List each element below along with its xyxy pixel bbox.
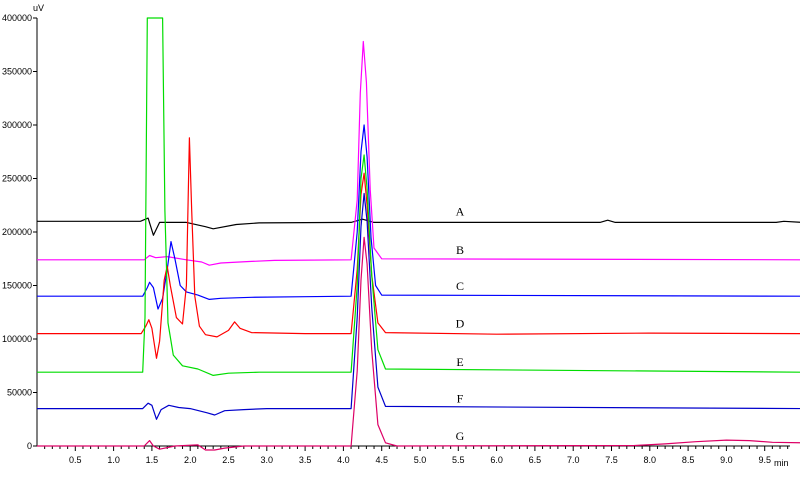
trace-label-f: F bbox=[457, 392, 464, 406]
y-tick-label: 400000 bbox=[2, 13, 32, 23]
x-tick-label: 3.0 bbox=[261, 455, 274, 465]
y-tick-label: 300000 bbox=[2, 120, 32, 130]
y-tick-label: 250000 bbox=[2, 174, 32, 184]
trace-label-g: G bbox=[456, 429, 465, 443]
y-tick-label: 50000 bbox=[7, 388, 32, 398]
x-tick-label: 5.5 bbox=[452, 455, 465, 465]
y-tick-label: 0 bbox=[27, 441, 32, 451]
x-axis-ticks: 0.5 1.0 1.5 2.0 2.5 3.0 3.5 4.0 4.5 5.0 5.5 6.0 6.5 7… bbox=[44, 446, 789, 465]
trace-line-a bbox=[37, 217, 800, 236]
trace-line-f bbox=[37, 192, 800, 420]
x-tick-label: 9.0 bbox=[720, 455, 733, 465]
trace-label-d: D bbox=[456, 317, 465, 331]
x-tick-label: 8.5 bbox=[682, 455, 695, 465]
x-tick-label: 2.5 bbox=[222, 455, 235, 465]
x-tick-label: 1.5 bbox=[146, 455, 159, 465]
trace-label-e: E bbox=[456, 355, 463, 369]
x-tick-label: 6.5 bbox=[529, 455, 542, 465]
x-tick-label: 4.5 bbox=[375, 455, 388, 465]
x-tick-label: 7.5 bbox=[605, 455, 618, 465]
x-tick-label: 2.0 bbox=[184, 455, 197, 465]
x-tick-label: 0.5 bbox=[69, 455, 82, 465]
plot-frame bbox=[36, 18, 790, 447]
trace-label-c: C bbox=[456, 279, 464, 293]
y-tick-label: 150000 bbox=[2, 281, 32, 291]
trace-line-c bbox=[37, 124, 800, 310]
x-tick-label: 1.0 bbox=[107, 455, 120, 465]
x-tick-label: 8.0 bbox=[644, 455, 657, 465]
x-tick-label: 7.0 bbox=[567, 455, 580, 465]
trace-label-b: B bbox=[456, 243, 464, 257]
trace-label-a: A bbox=[456, 204, 465, 218]
y-tick-label: 200000 bbox=[2, 227, 32, 237]
x-tick-label: 3.5 bbox=[299, 455, 312, 465]
y-tick-label: 350000 bbox=[2, 67, 32, 77]
trace-line-e bbox=[37, 17, 800, 376]
x-tick-label: 5.0 bbox=[414, 455, 427, 465]
trace-line-d bbox=[37, 137, 800, 359]
y-axis-ticks: 0 50000 100000 150000 200000 250000 300000 3500… bbox=[2, 13, 37, 451]
x-unit-label: min bbox=[774, 458, 789, 468]
chromatogram-traces bbox=[37, 17, 800, 451]
x-tick-label: 9.5 bbox=[758, 455, 771, 465]
trace-line-g bbox=[37, 236, 800, 451]
y-unit-label: uV bbox=[33, 3, 44, 13]
trace-line-b bbox=[37, 40, 800, 266]
y-tick-label: 100000 bbox=[2, 334, 32, 344]
x-tick-label: 4.0 bbox=[337, 455, 350, 465]
x-tick-label: 6.0 bbox=[490, 455, 503, 465]
trace-labels: A B C D E F G bbox=[456, 204, 465, 443]
